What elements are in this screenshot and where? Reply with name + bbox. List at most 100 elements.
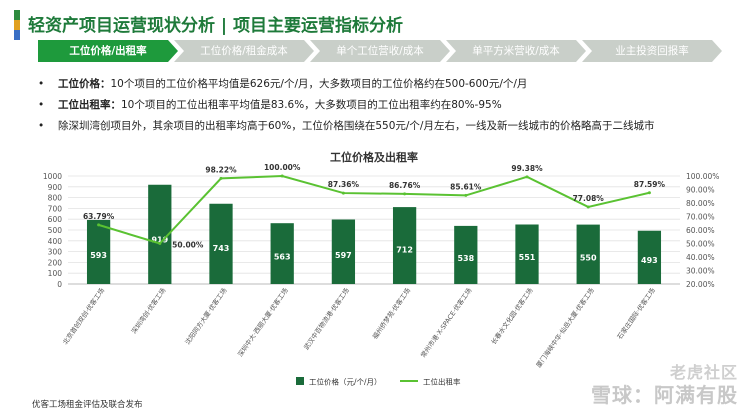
bullet-item: • 工位价格：10个项目的工位价格平均值是626元/个/月，大多数项目的工位价格约… (38, 77, 728, 92)
watermark: 老虎社区 雪球：阿满有股 (591, 362, 738, 406)
bar-value-label: 550 (580, 253, 597, 262)
bar (148, 184, 172, 284)
step-tab-2[interactable]: 工位价格/租金成本 (174, 40, 314, 62)
y-right-tick-label: 90.00% (686, 186, 715, 195)
occupancy-point (586, 205, 590, 209)
price-occupancy-chart: 工位价格及出租率01002003004005006007008009001000… (43, 150, 719, 387)
occupancy-point (158, 242, 162, 245)
bullet-text: 10个项目的工位价格平均值是626元/个/月，大多数项目的工位价格约在500-6… (110, 78, 528, 90)
x-category-label: 北京首创双创·优客工场 (60, 286, 106, 347)
x-category-label: 武汉中百物流港·优客工场 (301, 286, 351, 352)
x-category-label: 石家庄国际·优客工场 (615, 286, 657, 341)
occupancy-value-label: 85.61% (450, 182, 482, 191)
accent-green (14, 10, 20, 20)
occupancy-value-label: 50.00% (172, 241, 204, 250)
y-right-tick-label: 50.00% (686, 240, 715, 249)
bar-value-label: 551 (519, 253, 536, 262)
bullet-heading: 工位价格： (58, 78, 111, 90)
chart-title: 工位价格及出租率 (330, 150, 418, 164)
x-category-label: 厦门海峡中华·仙岳大厦·优客工场 (534, 286, 596, 369)
page-title: 轻资产项目运营现状分析 | 项目主要运营指标分析 (28, 16, 404, 36)
watermark-top: 老虎社区 (669, 363, 738, 382)
accent-yellow (14, 20, 20, 30)
bar-value-label: 919 (151, 235, 168, 244)
occupancy-value-label: 63.79% (83, 212, 115, 221)
y-left-tick-label: 900 (48, 183, 63, 192)
bullet-text: 10个项目的工位出租率平均值是83.6%，大多数项目的工位出租率约在80%-95… (121, 99, 502, 111)
y-left-tick-label: 1000 (43, 172, 62, 181)
occupancy-value-label: 98.22% (205, 165, 237, 174)
bar (515, 224, 539, 284)
bullet-heading: 工位出租率： (58, 99, 121, 111)
bar (270, 223, 294, 284)
bar (209, 203, 233, 284)
occupancy-point (341, 191, 345, 195)
bar (637, 230, 662, 284)
y-right-tick-label: 100.00% (686, 172, 719, 181)
x-category-label: 福州侨梦苑·优客工场 (370, 286, 412, 341)
occupancy-value-label: 100.00% (264, 163, 301, 172)
bar-value-label: 563 (274, 253, 291, 262)
y-left-tick-label: 800 (48, 194, 63, 203)
y-left-tick-label: 700 (48, 204, 63, 213)
occupancy-point (464, 193, 468, 197)
x-category-label: 沈阳同方大厦·优客工场 (183, 286, 229, 347)
y-left-tick-label: 200 (48, 258, 63, 267)
legend-label-bar: 工位价格（元/个/月） (309, 377, 382, 387)
occupancy-point (647, 191, 651, 195)
bullet-item: • 除深圳湾创项目外，其余项目的出租率均高于60%，工位价格围绕在550元/个/月… (38, 119, 728, 134)
step-tab-3[interactable]: 单个工位营收/成本 (310, 40, 450, 62)
occupancy-value-label: 99.38% (511, 164, 543, 173)
y-left-tick-label: 300 (48, 248, 63, 257)
y-right-tick-label: 30.00% (686, 267, 715, 276)
bullet-list: • 工位价格：10个项目的工位价格平均值是626元/个/月，大多数项目的工位价格约… (38, 77, 728, 140)
bullet-item: • 工位出租率：10个项目的工位出租率平均值是83.6%，大多数项目的工位出租率约… (38, 98, 728, 113)
bar-value-label: 597 (335, 251, 352, 260)
x-category-label: 深圳湾创·优客工场 (129, 286, 168, 336)
x-category-label: 长春水文化园·优客工场 (489, 286, 535, 347)
occupancy-line (98, 174, 650, 245)
bullet-dot: • (38, 78, 45, 90)
bar-value-label: 593 (90, 251, 107, 260)
legend-swatch-bar (296, 377, 304, 385)
y-left-tick-label: 100 (48, 269, 63, 278)
occupancy-point (403, 192, 407, 196)
y-right-tick-label: 60.00% (686, 226, 715, 235)
bullet-text: 除深圳湾创项目外，其余项目的出租率均高于60%，工位价格围绕在550元/个/月左… (58, 120, 655, 132)
y-left-tick-label: 0 (57, 280, 62, 289)
occupancy-point (525, 175, 529, 179)
bullet-dot: • (38, 99, 45, 111)
step-tab-5[interactable]: 业主投资回报率 (582, 40, 722, 62)
legend-label-line: 工位出租率 (423, 377, 461, 387)
y-right-tick-label: 20.00% (686, 280, 715, 289)
bar-value-label: 712 (396, 245, 413, 254)
bar (86, 219, 111, 284)
occupancy-point (219, 176, 223, 180)
bar-value-label: 743 (213, 244, 230, 253)
step-navigation: 工位价格/出租率 工位价格/租金成本 单个工位营收/成本 单平方米营收/成本 业主投资回… (38, 40, 718, 62)
step-tab-1[interactable]: 工位价格/出租率 (38, 40, 178, 62)
occupancy-value-label: 86.76% (389, 181, 421, 190)
y-left-tick-label: 500 (48, 226, 63, 235)
x-category-label: 常州市港·X-SPACE·优客工场 (418, 286, 473, 360)
occupancy-value-label: 77.08% (573, 194, 605, 203)
occupancy-value-label: 87.36% (328, 180, 360, 189)
y-right-tick-label: 80.00% (686, 199, 715, 208)
occupancy-value-label: 87.59% (634, 180, 666, 189)
occupancy-point (280, 174, 284, 178)
y-left-tick-label: 600 (48, 215, 63, 224)
bar (331, 219, 356, 284)
bullet-dot: • (38, 120, 45, 132)
y-right-tick-label: 40.00% (686, 253, 715, 262)
x-category-label: 深圳中大·西丽大厦·优客工场 (235, 286, 290, 359)
watermark-bottom: 雪球：阿满有股 (591, 383, 738, 407)
occupancy-point (97, 223, 101, 227)
bar (392, 207, 417, 284)
accent-blue (14, 30, 20, 40)
source-note: 优客工场租金评估及联合发布 (32, 400, 143, 410)
bar (576, 224, 600, 284)
step-tab-4[interactable]: 单平方米营收/成本 (446, 40, 586, 62)
y-left-tick-label: 400 (48, 237, 63, 246)
title-accent-bar (14, 10, 20, 40)
bar (454, 225, 478, 284)
